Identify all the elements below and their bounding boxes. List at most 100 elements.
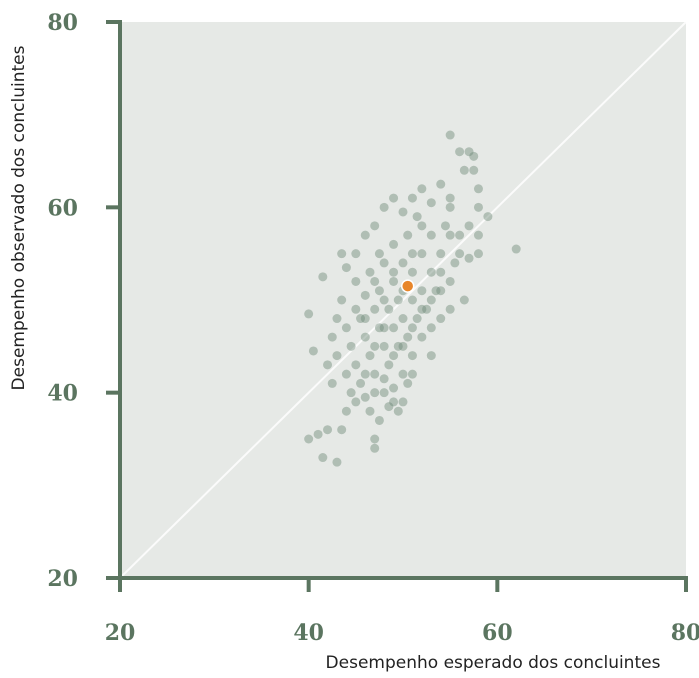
point <box>393 406 403 416</box>
point <box>436 314 446 324</box>
point <box>398 369 408 379</box>
point <box>379 374 389 384</box>
point <box>389 383 399 393</box>
point <box>436 249 446 259</box>
point <box>473 249 483 259</box>
point <box>473 184 483 194</box>
point <box>473 230 483 240</box>
point <box>440 221 450 231</box>
y-tick-label: 40 <box>47 381 78 407</box>
point <box>407 193 417 203</box>
point <box>351 249 361 259</box>
point <box>431 286 441 296</box>
point <box>436 267 446 277</box>
point <box>469 151 479 161</box>
point <box>455 249 465 259</box>
point <box>379 258 389 268</box>
point <box>445 276 455 286</box>
point <box>389 276 399 286</box>
point <box>318 453 328 463</box>
point <box>455 230 465 240</box>
point <box>389 239 399 249</box>
point <box>426 230 436 240</box>
point <box>356 378 366 388</box>
point <box>318 272 328 282</box>
point <box>323 425 333 435</box>
point <box>304 434 314 444</box>
point <box>356 314 366 324</box>
point <box>473 202 483 212</box>
point <box>351 397 361 407</box>
point <box>370 221 380 231</box>
point <box>327 378 337 388</box>
y-tick-label: 20 <box>47 566 78 592</box>
point <box>469 165 479 175</box>
point <box>379 323 389 333</box>
point <box>360 230 370 240</box>
point <box>417 304 427 314</box>
point <box>459 295 469 305</box>
point <box>341 323 351 333</box>
point <box>398 314 408 324</box>
point <box>426 351 436 361</box>
point <box>426 267 436 277</box>
point <box>379 202 389 212</box>
point <box>398 207 408 217</box>
point <box>445 230 455 240</box>
point <box>398 258 408 268</box>
point <box>398 397 408 407</box>
point <box>417 249 427 259</box>
point <box>308 346 318 356</box>
reference-line <box>119 21 687 579</box>
point <box>370 276 380 286</box>
point <box>384 304 394 314</box>
point <box>436 286 446 296</box>
x-axis-title: Desempenho esperado dos concluintes <box>326 653 661 673</box>
point <box>332 457 342 467</box>
point <box>403 378 413 388</box>
point <box>464 147 474 157</box>
point <box>464 221 474 231</box>
point <box>407 369 417 379</box>
point <box>374 323 384 333</box>
point <box>351 304 361 314</box>
point <box>379 388 389 398</box>
point <box>407 351 417 361</box>
point <box>417 184 427 194</box>
y-tick-label: 60 <box>47 195 78 221</box>
x-tick-label: 60 <box>482 620 513 646</box>
point <box>445 304 455 314</box>
point <box>384 360 394 370</box>
point <box>455 147 465 157</box>
point <box>360 332 370 342</box>
point <box>426 295 436 305</box>
point <box>389 323 399 333</box>
point <box>445 130 455 140</box>
point <box>436 179 446 189</box>
point <box>313 429 323 439</box>
point <box>370 341 380 351</box>
point <box>374 415 384 425</box>
point <box>323 360 333 370</box>
point <box>360 290 370 300</box>
point <box>384 402 394 412</box>
point <box>360 369 370 379</box>
point <box>337 295 347 305</box>
x-tick-label: 40 <box>293 620 324 646</box>
point <box>351 276 361 286</box>
x-tick-label: 80 <box>671 620 699 646</box>
point <box>379 341 389 351</box>
point <box>374 249 384 259</box>
point <box>370 304 380 314</box>
point <box>360 392 370 402</box>
point <box>370 388 380 398</box>
point <box>337 249 347 259</box>
point <box>511 244 521 254</box>
point <box>407 267 417 277</box>
point <box>412 314 422 324</box>
point <box>403 230 413 240</box>
point <box>407 295 417 305</box>
point <box>407 323 417 333</box>
point <box>351 360 361 370</box>
